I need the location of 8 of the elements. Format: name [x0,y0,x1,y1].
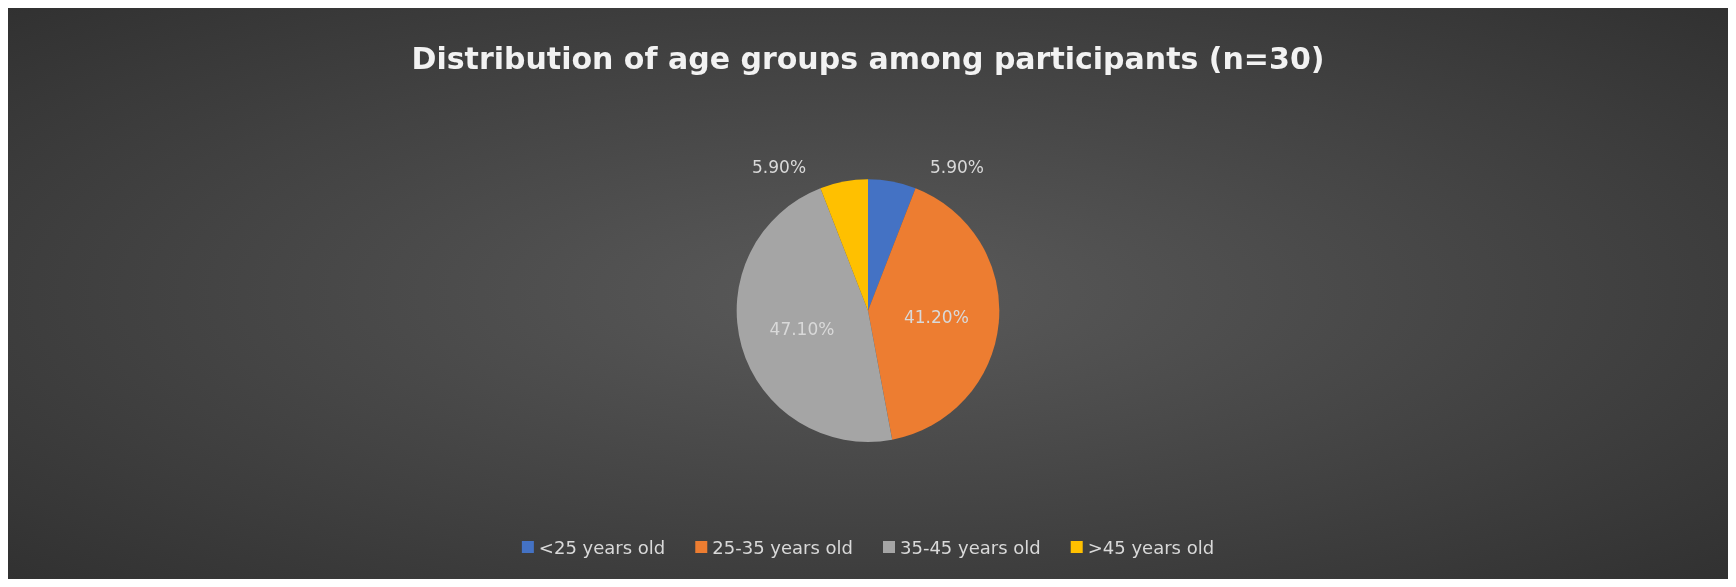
legend-label: 35-45 years old [900,536,1041,558]
data-label: 41.20% [903,306,969,327]
chart-title: Distribution of age groups among participants (n=30) [411,40,1325,76]
legend-label: 25-35 years old [712,536,854,558]
legend-label: >45 years old [1087,536,1215,558]
data-label: 5.90% [929,156,984,177]
data-label: 5.90% [752,156,807,177]
legend-label: <25 years old [538,536,666,558]
